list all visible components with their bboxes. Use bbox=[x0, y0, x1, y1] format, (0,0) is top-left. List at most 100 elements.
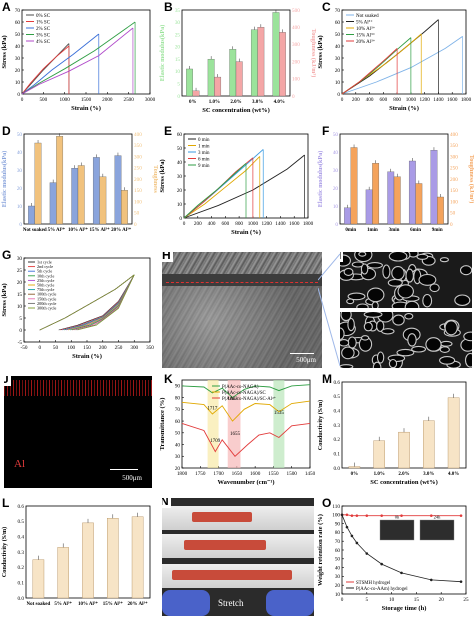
pore bbox=[396, 348, 415, 357]
bar bbox=[447, 397, 460, 469]
legend-entry: P(AAc-co-AAm) hydrogel bbox=[356, 587, 408, 592]
y-tick-label-right: 400 bbox=[292, 25, 300, 31]
panel-e: E 0 200 400 600 800 1000 1200 1400 1600 1800 0 10 20… bbox=[158, 124, 316, 246]
x-tick-label: 4.0% bbox=[448, 472, 459, 477]
y-tick-label-left: 30 bbox=[333, 168, 339, 174]
x-tick-label: 600 bbox=[379, 97, 387, 103]
panel-label: G bbox=[2, 248, 12, 262]
x-tick-label: 1400 bbox=[433, 97, 444, 103]
data-point bbox=[429, 578, 433, 582]
y-tick-label: 15 bbox=[17, 292, 23, 298]
y-tick-label-left: 30 bbox=[17, 168, 23, 174]
x-axis-label: Strain (%) bbox=[71, 105, 101, 112]
legend-entry: 150th cycle bbox=[37, 296, 57, 301]
x-tick-label: 1200 bbox=[419, 97, 430, 103]
x-axis-label: Storage time (h) bbox=[382, 605, 427, 612]
y-tick-label: 10 bbox=[335, 80, 341, 86]
panel-label: F bbox=[322, 124, 330, 138]
data-point bbox=[355, 514, 359, 517]
x-tick-label: Not soaked bbox=[27, 602, 51, 607]
chart-g: -50 0 50 100 150 200 250 300 350-5051015202530St… bbox=[1, 256, 154, 360]
x-tick-label: 6min bbox=[410, 228, 421, 233]
y-tick-label-right: 250 bbox=[450, 166, 458, 172]
y-tick-label-right: 300 bbox=[292, 42, 300, 48]
y-tick-label: 10 bbox=[335, 592, 341, 598]
bar bbox=[423, 420, 435, 469]
y-axis-label-right: Toughness (kJ/m³) bbox=[468, 155, 474, 204]
bar bbox=[82, 522, 94, 599]
y-tick-label: 5 bbox=[19, 316, 22, 322]
x-tick-label: 1650 bbox=[232, 471, 243, 477]
pore bbox=[463, 331, 472, 342]
highlight-band bbox=[273, 380, 285, 468]
legend-entry: 0 min bbox=[198, 138, 210, 143]
panel-label: M bbox=[322, 372, 332, 386]
x-tick-label: 350 bbox=[146, 345, 154, 351]
y-tick-label: 90 bbox=[175, 384, 181, 390]
legend-entry: 10% Al³⁺ bbox=[356, 26, 376, 32]
bar-toughness bbox=[372, 163, 380, 225]
pore bbox=[382, 264, 391, 279]
y-axis-label-left: Elastic modulus(kPa) bbox=[317, 151, 324, 208]
y-tick-label: 20 bbox=[335, 583, 341, 589]
peak-label: 1709 bbox=[210, 439, 221, 444]
x-tick-label: 0 bbox=[341, 97, 344, 103]
legend-entry: 6 min bbox=[198, 157, 210, 162]
y-axis-label-left: Elastic modulus(kPa) bbox=[1, 151, 8, 208]
x-tick-label: 400 bbox=[366, 97, 374, 103]
x-tick-label: 1800 bbox=[461, 97, 472, 103]
x-tick-label: 20% Al³⁺ bbox=[111, 227, 131, 233]
y-tick-label-left: 50 bbox=[17, 132, 23, 138]
panel-label: L bbox=[2, 496, 10, 510]
y-axis-label-right: Toughness bbox=[152, 165, 158, 193]
bar bbox=[348, 466, 361, 469]
y-tick-label: 0.4 bbox=[18, 534, 25, 540]
legend-entry: 2nd cycle bbox=[37, 264, 53, 269]
y-tick-label: 30 bbox=[335, 574, 341, 580]
bar-elastic-modulus bbox=[250, 29, 258, 97]
legend-entry: 9 min bbox=[198, 164, 210, 169]
legend-entry: P(AAc-co-NAGA) bbox=[222, 385, 259, 390]
x-axis-label: Strain (%) bbox=[389, 105, 419, 112]
x-tick-label: 2500 bbox=[123, 97, 134, 103]
y-tick-label: 110 bbox=[332, 504, 340, 510]
bar-elastic-modulus bbox=[344, 207, 351, 225]
highlight-band bbox=[227, 380, 241, 468]
bar-toughness bbox=[121, 190, 128, 225]
x-tick-label: 0 bbox=[341, 597, 344, 603]
x-tick-label: 1500 bbox=[81, 97, 92, 103]
x-tick-label: 5% Al³⁺ bbox=[54, 601, 72, 607]
pore bbox=[411, 345, 427, 353]
series-line bbox=[181, 384, 311, 399]
y-axis-label: Conductivity (S/m) bbox=[317, 400, 324, 450]
x-tick-label: 1750 bbox=[195, 471, 206, 477]
y-tick-label-left: 10 bbox=[175, 69, 181, 75]
x-axis-label: Strain (%) bbox=[231, 229, 261, 236]
data-point bbox=[365, 552, 369, 555]
x-tick-label: 100 bbox=[67, 345, 75, 351]
data-point bbox=[350, 534, 354, 538]
x-tick-label: 500 bbox=[39, 97, 47, 103]
x-tick-label: 1000 bbox=[59, 97, 70, 103]
panel-label: K bbox=[164, 372, 173, 386]
y-tick-label-left: 20 bbox=[175, 45, 181, 51]
bar-toughness bbox=[56, 136, 64, 225]
y-tick-label-right: 50 bbox=[134, 211, 140, 217]
peak-label: 1717 bbox=[207, 406, 218, 411]
y-tick-label-right: 150 bbox=[134, 188, 142, 194]
y-tick-label: 60 bbox=[175, 419, 181, 425]
chart-k: 1800 1750 1700 1650 1600 1550 1500 1450 20 30 40 50… bbox=[159, 379, 316, 486]
y-axis-label: Stress (kPa) bbox=[1, 35, 8, 68]
legend-entry: 10th cycle bbox=[37, 273, 54, 278]
bar bbox=[32, 559, 45, 599]
y-tick-label-left: 10 bbox=[333, 204, 339, 210]
chart-o: 0 5 10 15 20 25 10 20 30 40 50 60 70 80 90 100 110 Storag… bbox=[317, 504, 469, 612]
peak-label: 1662 bbox=[227, 397, 238, 402]
x-tick-label: 2000 bbox=[102, 97, 113, 103]
y-tick-label: 0.4 bbox=[334, 408, 341, 414]
x-axis-label: SC concentration (wt%) bbox=[370, 479, 438, 486]
data-point bbox=[459, 580, 463, 583]
series-line bbox=[21, 21, 136, 95]
bar-toughness bbox=[350, 147, 358, 225]
legend-entry: 20% Al³⁺ bbox=[356, 39, 376, 45]
